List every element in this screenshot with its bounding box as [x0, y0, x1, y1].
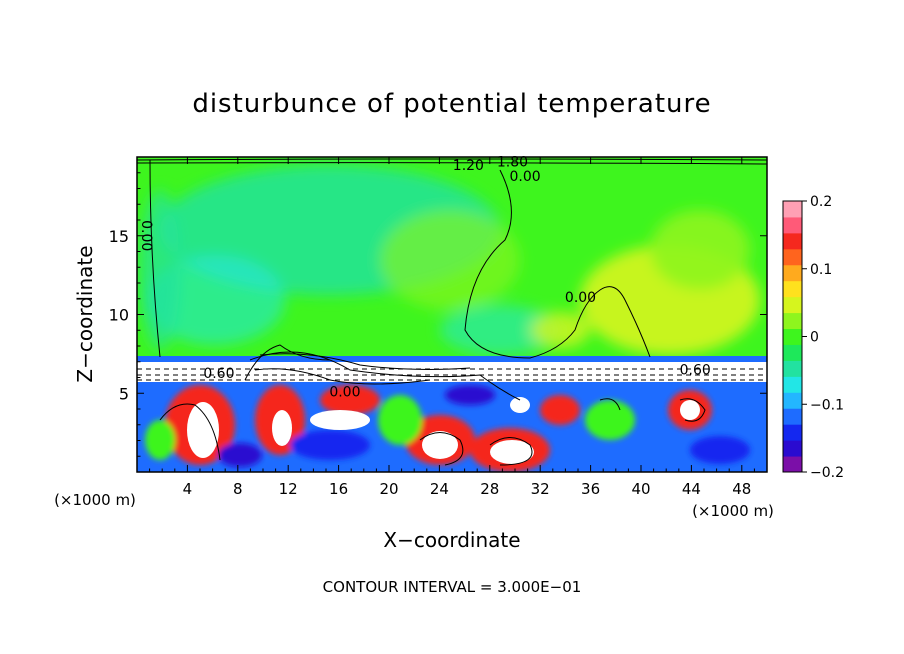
colorbar-tick-label: 0.2 — [810, 194, 832, 210]
z-axis-ticks: 5 10 15 — [109, 172, 767, 457]
contour-label: 0.60 — [203, 366, 234, 382]
x-axis-label: X−coordinate — [383, 528, 520, 552]
x-tick-label: 32 — [531, 480, 550, 498]
contour-labels: 0.00 0.00 0.00 1.20 1.80 0.60 0.00 0.60 — [138, 155, 711, 401]
contour-label: 0.00 — [509, 169, 540, 185]
colorbar-swatch — [783, 264, 802, 282]
contour-label: 0.00 — [138, 220, 154, 251]
x-tick-label: 28 — [480, 480, 499, 498]
contour-interval-note: CONTOUR INTERVAL = 3.000E−01 — [323, 578, 582, 596]
colorbar-tick-label: −0.1 — [810, 397, 844, 413]
colorbar-swatch — [783, 392, 802, 409]
colorbar-swatch — [783, 296, 802, 314]
x-unit-label: (×1000 m) — [54, 491, 136, 509]
colorbar-swatch — [783, 456, 802, 473]
x-axis-ticks: 4 8 12 16 20 24 28 32 36 40 44 48 — [149, 157, 755, 498]
colorbar-swatch — [783, 344, 802, 361]
x-tick-label: 16 — [329, 480, 348, 498]
x-tick-label: 8 — [233, 480, 243, 498]
colorbar-swatch — [783, 424, 802, 441]
z-tick-label: 5 — [119, 384, 129, 403]
colorbar-swatch — [783, 216, 802, 234]
x-tick-label: 36 — [581, 480, 600, 498]
chart-title: disturbunce of potential temperature — [192, 89, 711, 119]
x-tick-label: 4 — [183, 480, 193, 498]
colorbar-swatch — [783, 232, 802, 250]
colorbar-swatch — [783, 248, 802, 266]
z-tick-label: 15 — [109, 227, 129, 246]
x-tick-label: 40 — [631, 480, 650, 498]
contour-label: 1.20 — [453, 158, 484, 174]
colorbar-tick-label: 0.1 — [810, 262, 832, 278]
colorbar-swatch — [783, 360, 802, 377]
colorbar-swatch — [783, 376, 802, 393]
contour-label: 0.60 — [680, 363, 711, 379]
contour-label: 1.80 — [497, 155, 528, 171]
colorbar-swatch — [783, 280, 802, 298]
colorbar-swatch — [783, 408, 802, 425]
x-tick-label: 20 — [379, 480, 398, 498]
colorbar — [782, 200, 803, 473]
x-tick-label: 12 — [279, 480, 298, 498]
colorbar-tick-label: −0.2 — [810, 465, 844, 481]
x-tick-label: 48 — [732, 480, 751, 498]
x-unit-label-right: (×1000 m) — [692, 502, 774, 520]
contour-label: 0.00 — [565, 290, 596, 306]
colorbar-swatch — [783, 328, 802, 345]
z-tick-label: 10 — [109, 306, 129, 325]
colorbar-swatch — [783, 440, 802, 457]
x-tick-label: 44 — [682, 480, 701, 498]
contour-label: 0.00 — [329, 385, 360, 401]
colorbar-ticks: 0.2 0.1 0 −0.1 −0.2 — [802, 194, 844, 481]
heatmap-field — [137, 157, 767, 472]
x-tick-label: 24 — [430, 480, 449, 498]
colorbar-swatch — [783, 201, 802, 218]
colorbar-tick-label: 0 — [810, 330, 819, 346]
contour-lines — [137, 158, 767, 466]
colorbar-swatch — [783, 312, 802, 330]
y-axis-label: Z−coordinate — [73, 245, 97, 382]
